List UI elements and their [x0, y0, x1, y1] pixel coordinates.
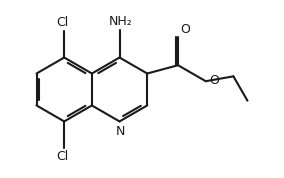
Text: NH₂: NH₂ — [108, 15, 132, 28]
Text: N: N — [116, 125, 126, 138]
Text: Cl: Cl — [57, 150, 69, 163]
Text: O: O — [180, 23, 190, 36]
Text: Cl: Cl — [57, 16, 69, 29]
Text: O: O — [210, 74, 220, 87]
